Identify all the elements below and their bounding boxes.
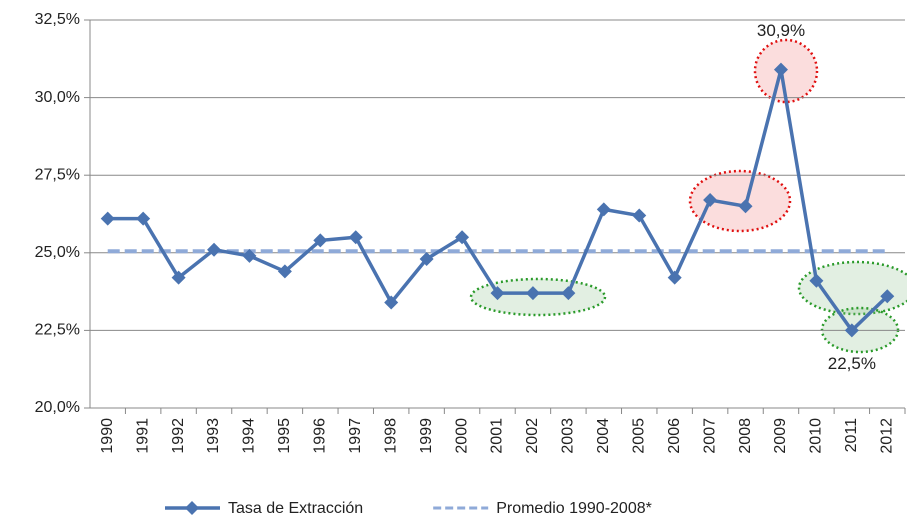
y-tick-label: 20,0%	[35, 399, 80, 416]
data-point	[809, 273, 824, 288]
x-tick-label: 1990	[99, 418, 116, 454]
data-point	[419, 252, 434, 267]
data-point	[490, 286, 505, 301]
x-tick-label: 1991	[134, 418, 151, 454]
x-tick-label: 2005	[630, 418, 647, 454]
x-tick-label: 2001	[489, 418, 506, 454]
data-point	[773, 62, 788, 77]
data-point	[561, 286, 576, 301]
y-tick-label: 25,0%	[35, 244, 80, 261]
y-tick-label: 27,5%	[35, 166, 80, 183]
x-tick-label: 1999	[418, 418, 435, 454]
x-tick-label: 1993	[205, 418, 222, 454]
x-tick-label: 1994	[241, 418, 258, 454]
x-tick-label: 1992	[170, 418, 187, 454]
x-tick-label: 2000	[453, 418, 470, 454]
y-tick-label: 30,0%	[35, 89, 80, 106]
data-point	[738, 199, 753, 214]
x-tick-label: 2010	[808, 418, 825, 454]
data-point	[880, 289, 895, 304]
y-tick-label: 32,5%	[35, 11, 80, 28]
data-point	[136, 211, 151, 226]
x-tick-label: 2008	[737, 418, 754, 454]
x-tick-label: 2009	[772, 418, 789, 454]
data-point	[596, 202, 611, 217]
legend-label: Promedio 1990-2008*	[496, 500, 652, 517]
y-tick-label: 22,5%	[35, 322, 80, 339]
data-point	[171, 270, 186, 285]
data-label: 22,5%	[828, 354, 876, 373]
data-point	[348, 230, 363, 245]
x-tick-label: 1998	[382, 418, 399, 454]
x-tick-label: 1996	[312, 418, 329, 454]
x-tick-label: 1995	[276, 418, 293, 454]
data-label: 30,9%	[757, 21, 805, 40]
data-point	[313, 233, 328, 248]
x-tick-label: 2012	[879, 418, 896, 454]
x-tick-label: 2003	[560, 418, 577, 454]
x-tick-label: 2011	[843, 418, 860, 453]
data-point	[242, 248, 257, 263]
x-tick-label: 1997	[347, 418, 364, 454]
data-point	[525, 286, 540, 301]
data-point	[100, 211, 115, 226]
data-point	[277, 264, 292, 279]
data-point	[207, 242, 222, 257]
legend-label: Tasa de Extracción	[228, 500, 363, 517]
data-point	[703, 193, 718, 208]
data-point	[384, 295, 399, 310]
data-point	[455, 230, 470, 245]
data-point	[667, 270, 682, 285]
legend-marker	[185, 501, 199, 515]
x-tick-label: 2004	[595, 418, 612, 454]
data-point	[844, 323, 859, 338]
data-point	[632, 208, 647, 223]
x-tick-label: 2002	[524, 418, 541, 454]
x-tick-label: 2006	[666, 418, 683, 454]
highlight	[688, 169, 792, 233]
x-tick-label: 2007	[701, 418, 718, 454]
